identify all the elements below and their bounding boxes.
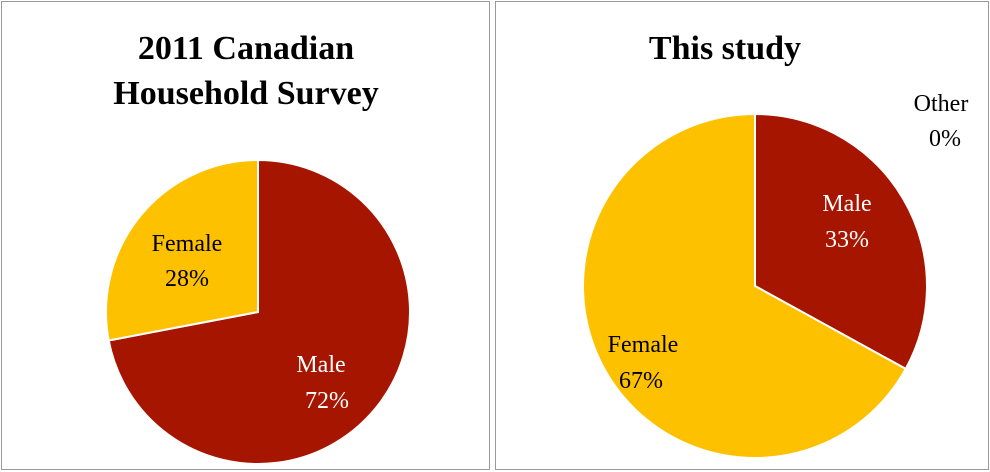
pie-chart-this-study: This study Male 33% Female 67% Other 0% (582, 30, 969, 459)
slice-label-male: Male (822, 191, 871, 217)
pie-slice-female (105, 158, 259, 342)
pie-slice-male (754, 112, 928, 371)
slice-label-female: Female (608, 332, 679, 358)
pie-slice-female (582, 112, 908, 459)
chart-title-line-1: 2011 Canadian (138, 30, 354, 67)
chart-panel-canadian-survey: 2011 Canadian Household Survey Male 72% … (1, 1, 490, 470)
slice-value-male: 33% (825, 227, 869, 253)
slice-value-female: 28% (165, 266, 209, 292)
chart-panel-this-study: This study Male 33% Female 67% Other 0% (495, 1, 989, 470)
slice-label-male: Male (296, 352, 345, 378)
chart-title-line-2: Household Survey (113, 75, 378, 112)
slice-value-male: 72% (305, 388, 349, 414)
slice-label-other: Other (914, 91, 969, 117)
pie-slice-male (107, 158, 411, 465)
slice-label-female: Female (152, 231, 223, 257)
slice-value-female: 67% (619, 368, 663, 394)
slice-value-other: 0% (929, 126, 961, 152)
chart-title: This study (649, 30, 801, 67)
pie-chart-canadian-survey: 2011 Canadian Household Survey Male 72% … (105, 30, 411, 465)
